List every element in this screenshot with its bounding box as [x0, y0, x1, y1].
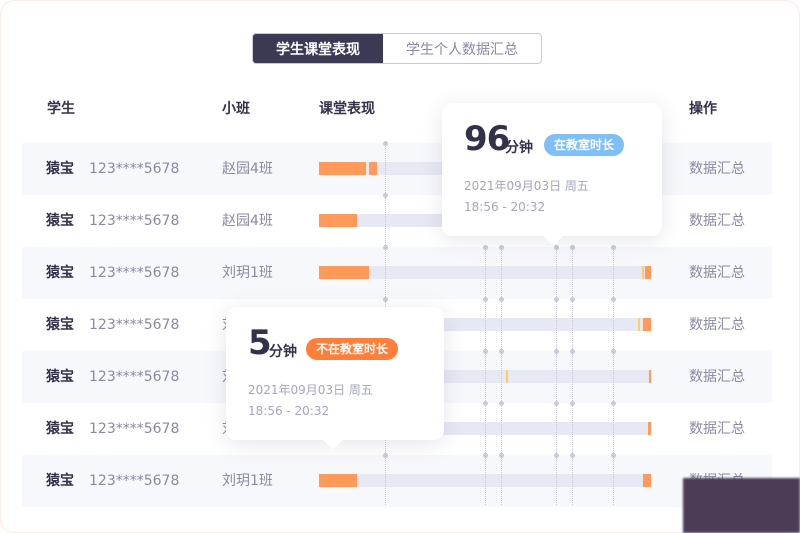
timeline-dot: [611, 453, 616, 458]
absence-mark[interactable]: [642, 266, 645, 279]
student-phone: 123****5678: [89, 265, 180, 281]
student-phone: 123****5678: [89, 421, 180, 437]
timeline-dot: [570, 349, 575, 354]
presence-segment[interactable]: [319, 214, 357, 227]
timeline-dot: [611, 401, 616, 406]
student-name: 猿宝: [46, 213, 74, 229]
presence-segment[interactable]: [648, 422, 651, 435]
student-name: 猿宝: [46, 161, 74, 177]
duration-unit: 分钟: [505, 140, 533, 156]
tooltip-time: 18:56 - 20:32: [464, 200, 546, 214]
data-summary-link[interactable]: 数据汇总: [689, 161, 745, 177]
table-row: 猿宝 123****5678 刘玥1班 数据汇总: [22, 247, 772, 299]
class-name: 刘玥1班: [222, 265, 273, 281]
timeline-dot: [483, 297, 488, 302]
view-tabs: 学生课堂表现 学生个人数据汇总: [252, 33, 542, 64]
out-classroom-badge: 不在教室时长: [306, 338, 399, 360]
timeline-dot: [383, 453, 388, 458]
data-summary-link[interactable]: 数据汇总: [689, 421, 745, 437]
student-name: 猿宝: [46, 473, 74, 489]
student-phone: 123****5678: [89, 213, 180, 229]
data-summary-link[interactable]: 数据汇总: [689, 213, 745, 229]
tab-classroom-performance[interactable]: 学生课堂表现: [253, 34, 383, 63]
timeline-marker: [501, 247, 502, 505]
header-student: 学生: [47, 101, 75, 117]
student-phone: 123****5678: [89, 473, 180, 489]
presence-segment[interactable]: [649, 370, 651, 383]
presence-segment[interactable]: [643, 474, 651, 487]
timeline-marker: [572, 247, 573, 505]
timeline-dot: [383, 193, 388, 198]
presence-segment[interactable]: [369, 162, 378, 175]
timeline-dot: [499, 297, 504, 302]
timeline-dot: [570, 453, 575, 458]
timeline-marker: [556, 247, 557, 505]
student-phone: 123****5678: [89, 317, 180, 333]
timeline-dot: [383, 141, 388, 146]
timeline-dot: [611, 297, 616, 302]
timeline-dot: [554, 245, 559, 250]
timeline-dot: [499, 349, 504, 354]
blurred-overlay: [683, 478, 800, 533]
tooltip-date: 2021年09月03日 周五: [464, 179, 589, 193]
timeline-dot: [570, 401, 575, 406]
tab-personal-summary[interactable]: 学生个人数据汇总: [406, 41, 518, 58]
timeline-dot: [483, 245, 488, 250]
tooltip-in-classroom: 96 分钟 在教室时长 2021年09月03日 周五 18:56 - 20:32: [442, 103, 662, 236]
timeline-dot: [554, 401, 559, 406]
duration-value: 5: [248, 323, 272, 363]
table-row: 猿宝 123****5678 刘玥1班 数据汇总: [22, 455, 772, 507]
timeline-dot: [554, 349, 559, 354]
tooltip-date: 2021年09月03日 周五: [248, 383, 373, 397]
absence-mark[interactable]: [505, 370, 508, 383]
timeline-dot: [483, 401, 488, 406]
tooltip-out-of-classroom: 5 分钟 不在教室时长 2021年09月03日 周五 18:56 - 20:32: [226, 307, 444, 440]
data-summary-link[interactable]: 数据汇总: [689, 317, 745, 333]
presence-segment[interactable]: [645, 266, 651, 279]
student-phone: 123****5678: [89, 369, 180, 385]
timeline-dot: [554, 453, 559, 458]
timeline-dot: [570, 297, 575, 302]
data-summary-link[interactable]: 数据汇总: [689, 369, 745, 385]
in-classroom-badge: 在教室时长: [544, 134, 625, 156]
absence-mark[interactable]: [638, 318, 641, 331]
header-action: 操作: [689, 101, 717, 117]
class-name: 刘玥1班: [222, 473, 273, 489]
timeline-dot: [554, 297, 559, 302]
student-name: 猿宝: [46, 421, 74, 437]
header-performance: 课堂表现: [319, 101, 375, 117]
duration-value: 96: [464, 119, 510, 159]
presence-segment[interactable]: [319, 162, 367, 175]
presence-segment[interactable]: [319, 474, 357, 487]
timeline-marker: [485, 247, 486, 505]
tooltip-time: 18:56 - 20:32: [248, 404, 330, 418]
timeline-dot: [383, 297, 388, 302]
student-name: 猿宝: [46, 265, 74, 281]
timeline-dot: [483, 453, 488, 458]
class-name: 赵园4班: [222, 161, 273, 177]
timeline-marker: [613, 247, 614, 505]
duration-unit: 分钟: [269, 344, 297, 360]
timeline-dot: [499, 453, 504, 458]
timeline-dot: [611, 349, 616, 354]
student-name: 猿宝: [46, 317, 74, 333]
data-summary-link[interactable]: 数据汇总: [689, 265, 745, 281]
presence-segment[interactable]: [643, 318, 651, 331]
presence-segment[interactable]: [319, 266, 369, 279]
timeline-dot: [499, 401, 504, 406]
student-phone: 123****5678: [89, 161, 180, 177]
header-class: 小班: [222, 101, 250, 117]
timeline-dot: [383, 245, 388, 250]
student-name: 猿宝: [46, 369, 74, 385]
timeline-dot: [570, 245, 575, 250]
timeline-dot: [483, 349, 488, 354]
timeline-dot: [611, 245, 616, 250]
timeline-dot: [499, 245, 504, 250]
class-name: 赵园4班: [222, 213, 273, 229]
